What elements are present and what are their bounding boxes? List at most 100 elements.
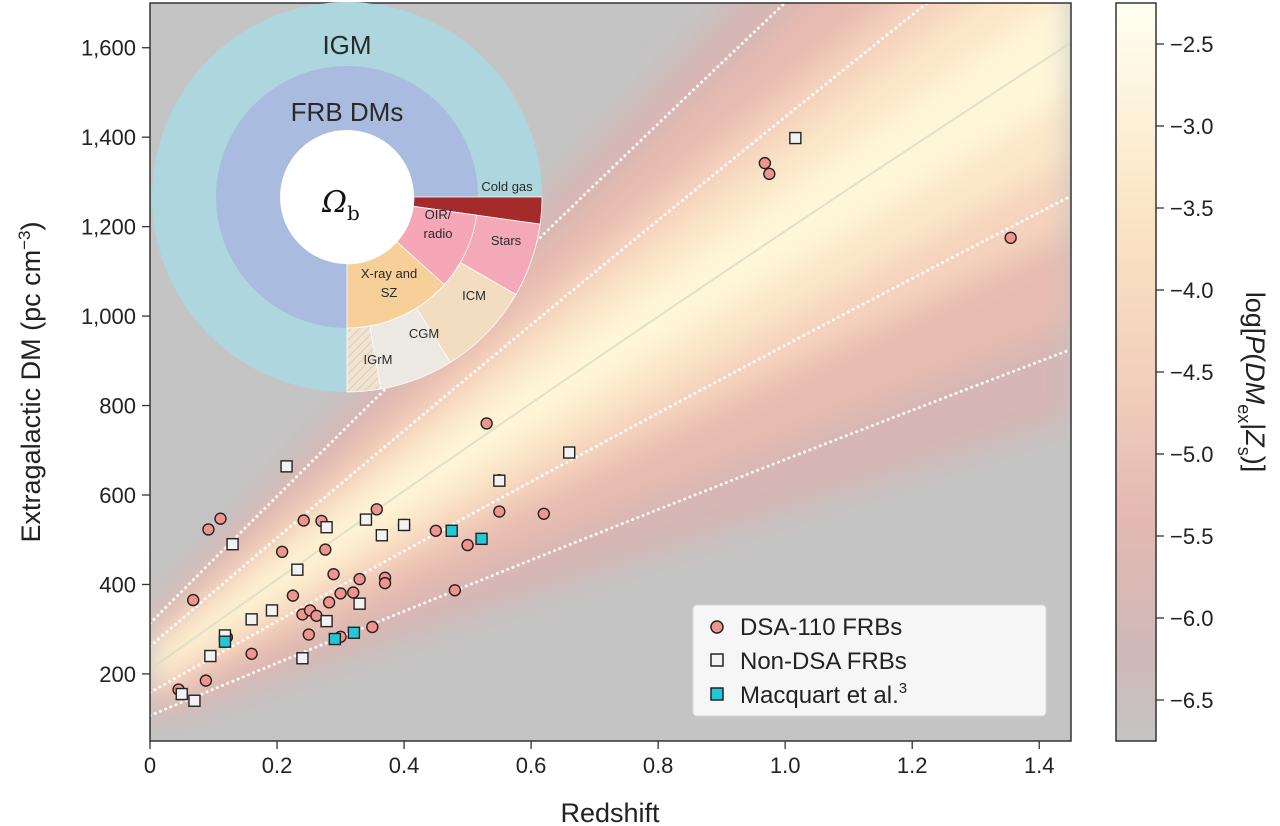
point-series-0 <box>186 593 200 607</box>
y-tick-label: 200 <box>99 662 136 687</box>
point-series-0 <box>202 523 215 536</box>
point-series-1 <box>375 529 389 542</box>
colorbar-tick-label: −5.5 <box>1170 524 1213 549</box>
point-series-0 <box>1004 231 1017 245</box>
point-series-0 <box>302 628 315 641</box>
x-tick-label: 0.2 <box>262 753 293 778</box>
donut-label-igm: IGM <box>322 30 371 60</box>
point-series-1 <box>397 518 411 532</box>
point-series-0 <box>319 543 332 556</box>
plot-area <box>149 2 1072 742</box>
point-series-0 <box>297 514 310 527</box>
donut-segment-igrm <box>346 325 382 393</box>
donut-label-stars: Stars <box>491 233 522 248</box>
point-series-2 <box>218 635 232 648</box>
point-series-0 <box>758 156 772 170</box>
contour-line <box>150 347 1071 717</box>
legend-marker-macquart <box>710 687 724 701</box>
donut-label-frb: FRB DMs <box>291 97 404 127</box>
colorbar: −2.5 −3.0 −3.5 −4.0 −4.5 −5.0 −5.5 −6.0 −6.5 log… <box>1115 2 1270 742</box>
legend: DSA-110 FRBs Non-DSA FRBs Macquart et al… <box>692 604 1047 717</box>
point-series-0 <box>370 503 383 516</box>
point-series-2 <box>347 626 361 639</box>
x-tick-label: 1.4 <box>1024 753 1055 778</box>
colorbar-tick-label: −4.5 <box>1170 360 1213 385</box>
contour-line <box>150 3 788 625</box>
point-series-0 <box>334 587 347 600</box>
point-series-1 <box>291 563 304 576</box>
legend-box <box>692 604 1047 717</box>
point-series-0 <box>448 584 462 597</box>
point-series-0 <box>493 505 506 518</box>
donut-label-icm: ICM <box>462 288 486 303</box>
point-series-0 <box>327 567 340 581</box>
point-series-0 <box>763 167 776 181</box>
point-series-2 <box>475 532 488 546</box>
point-series-0 <box>245 647 258 660</box>
colorbar-tick-label: −3.0 <box>1170 114 1213 139</box>
point-series-0 <box>353 572 366 586</box>
point-series-1 <box>265 604 279 617</box>
y-tick-label: 1,200 <box>81 215 136 240</box>
y-tick-label: 1,000 <box>81 304 136 329</box>
x-tick-label: 0.4 <box>389 753 420 778</box>
point-series-1 <box>245 613 258 626</box>
point-series-2 <box>445 524 458 537</box>
x-tick-label: 1.2 <box>897 753 928 778</box>
colorbar-tick-label: −4.0 <box>1170 278 1213 303</box>
point-series-1 <box>175 687 188 701</box>
point-series-1 <box>280 460 293 473</box>
point-series-0 <box>366 620 379 634</box>
y-tick-label: 1,400 <box>81 125 136 150</box>
y-axis-ticks: 200 400 600 800 1,000 1,200 1,400 1,600 <box>81 36 150 687</box>
point-series-0 <box>429 524 443 537</box>
point-series-0 <box>310 609 323 622</box>
colorbar-tick-label: −2.5 <box>1170 32 1213 57</box>
point-series-2 <box>328 632 342 646</box>
point-series-0 <box>461 538 474 552</box>
point-series-0 <box>275 545 289 559</box>
point-series-0 <box>199 674 213 687</box>
point-series-0 <box>214 512 227 525</box>
donut-label-sz: SZ <box>381 285 398 300</box>
colorbar-gradient <box>1115 2 1157 742</box>
y-tick-label: 600 <box>99 483 136 508</box>
point-series-0 <box>286 589 300 602</box>
donut-label-xray: X-ray and <box>361 266 417 281</box>
point-series-1 <box>204 649 217 663</box>
contour-line <box>150 194 1071 694</box>
x-tick-label: 0.8 <box>643 753 674 778</box>
colorbar-label: log[P(DMex|Zs)] <box>1234 292 1270 473</box>
legend-marker-nondsa <box>710 653 724 667</box>
y-tick-label: 800 <box>99 394 136 419</box>
point-series-1 <box>320 521 333 534</box>
plot-frame <box>149 2 1072 742</box>
point-series-0 <box>322 596 336 609</box>
point-series-1 <box>296 652 309 665</box>
colorbar-ticks: −2.5 −3.0 −3.5 −4.0 −4.5 −5.0 −5.5 −6.0 −6.5 <box>1156 32 1213 713</box>
x-axis-ticks: 0 0.2 0.4 0.6 0.8 1.0 1.2 1.4 <box>144 741 1055 778</box>
data-points <box>172 131 1017 707</box>
legend-label-nondsa: Non-DSA FRBs <box>740 648 907 675</box>
point-series-1 <box>353 597 366 610</box>
colorbar-tick-label: −3.5 <box>1170 196 1213 221</box>
legend-label-macquart: Macquart et al.3 <box>740 680 907 709</box>
colorbar-tick-label: −5.0 <box>1170 442 1213 467</box>
point-series-0 <box>378 576 392 590</box>
legend-marker-dsa <box>710 620 724 634</box>
y-tick-label: 400 <box>99 572 136 597</box>
point-series-1 <box>188 694 201 707</box>
x-tick-label: 1.0 <box>770 753 801 778</box>
legend-label-dsa: DSA-110 FRBs <box>740 614 902 641</box>
probability-band <box>150 3 1071 727</box>
point-series-1 <box>789 131 802 145</box>
donut-label-cgm: CGM <box>409 326 439 341</box>
donut-label-oir: OIR/ <box>425 207 452 222</box>
donut-label-cold-gas: Cold gas <box>481 179 533 194</box>
mean-relation-line <box>150 41 1071 671</box>
donut-label-radio: radio <box>424 226 453 241</box>
point-series-0 <box>347 586 360 599</box>
x-tick-label: 0.6 <box>516 753 547 778</box>
